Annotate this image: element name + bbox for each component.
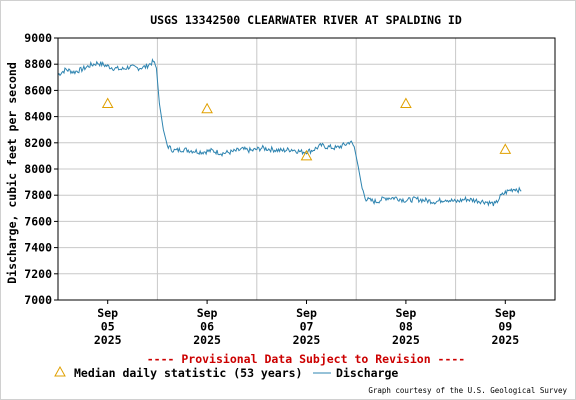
y-tick-label: 7000: [24, 293, 52, 307]
x-tick-label: Sep: [396, 306, 417, 320]
y-tick-label: 7400: [24, 241, 52, 255]
discharge-series-line: [57, 58, 522, 207]
x-tick-label: Sep: [495, 306, 516, 320]
x-tick-label: Sep: [97, 306, 118, 320]
y-tick-label: 8600: [24, 83, 52, 97]
y-axis-label: Discharge, cubic feet per second: [5, 62, 19, 284]
y-tick-label: 8400: [24, 110, 52, 124]
plot-series: [57, 58, 522, 207]
y-axis: 7000 7200 7400 7600 7800 8000 8200 8400 8600 8800…: [24, 31, 58, 307]
y-tick-label: 8800: [24, 57, 52, 71]
x-tick-label: 2025: [491, 333, 519, 347]
y-tick-label: 8000: [24, 162, 52, 176]
x-tick-label: 05: [101, 320, 115, 334]
y-tick-label: 7200: [24, 267, 52, 281]
credit-text: Graph courtesy of the U.S. Geological Su…: [368, 386, 567, 395]
provisional-note: ---- Provisional Data Subject to Revisio…: [147, 352, 466, 366]
grid-lines: [58, 37, 555, 301]
x-axis: Sep052025Sep062025Sep072025Sep082025Sep0…: [94, 300, 519, 347]
x-tick-label: Sep: [296, 306, 317, 320]
legend-median-label: Median daily statistic (53 years): [74, 366, 302, 380]
x-tick-label: 08: [399, 320, 413, 334]
legend-discharge-label: Discharge: [336, 366, 398, 380]
x-tick-label: 2025: [293, 333, 321, 347]
x-tick-label: 2025: [392, 333, 420, 347]
median-marker: [201, 102, 213, 114]
x-tick-label: 06: [200, 320, 214, 334]
y-tick-label: 9000: [24, 31, 52, 45]
median-marker: [101, 97, 114, 108]
chart-title: USGS 13342500 CLEARWATER RIVER AT SPALDI…: [150, 13, 462, 27]
y-tick-label: 7600: [24, 214, 52, 228]
median-marker: [400, 97, 412, 108]
legend-median-marker: [54, 365, 66, 377]
x-tick-label: 09: [498, 320, 512, 334]
legend: Median daily statistic (53 years) Discha…: [54, 365, 398, 380]
y-tick-label: 7800: [24, 188, 52, 202]
x-tick-label: 2025: [94, 333, 122, 347]
plot-border: [57, 37, 556, 301]
x-tick-label: 07: [300, 320, 314, 334]
x-tick-label: Sep: [197, 306, 218, 320]
median-marker: [300, 149, 313, 161]
median-marker: [499, 143, 512, 154]
x-tick-label: 2025: [193, 333, 221, 347]
y-tick-label: 8200: [24, 136, 52, 150]
